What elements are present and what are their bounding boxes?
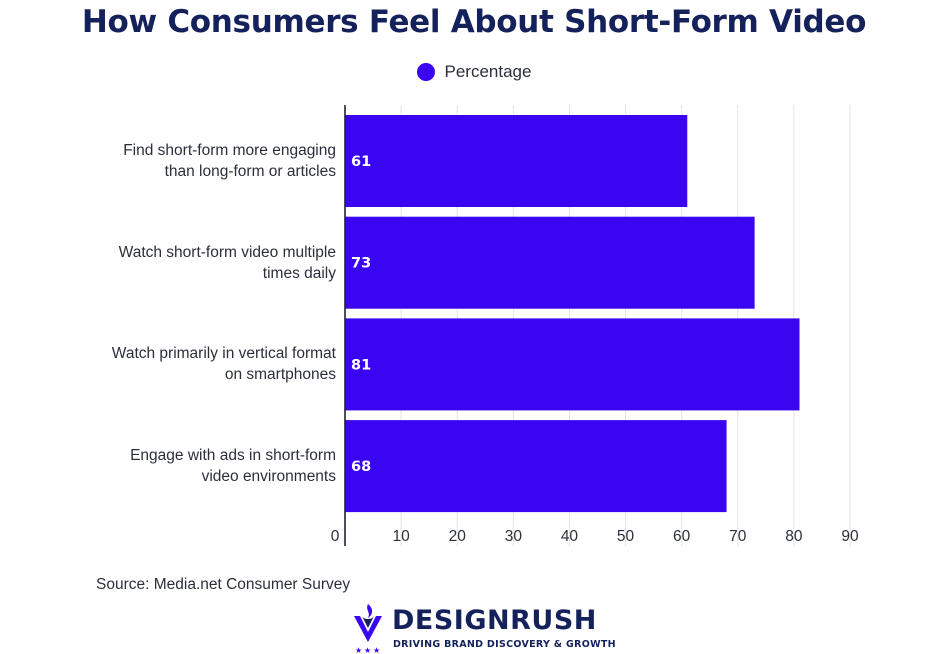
- x-tick-label: 80: [785, 528, 803, 545]
- chart-title: How Consumers Feel About Short-Form Vide…: [81, 4, 867, 40]
- bar: [345, 115, 688, 207]
- x-tick-label: 50: [616, 528, 635, 545]
- bar-value-label: 81: [351, 357, 371, 373]
- category-label: Watch short-form video multiple times dai…: [40, 242, 336, 284]
- category-label-line: on smartphones: [224, 366, 336, 384]
- svg-text:★: ★: [364, 646, 371, 654]
- bar: [345, 216, 755, 309]
- legend-swatch: [416, 63, 435, 81]
- bar-value-label: 61: [351, 154, 371, 170]
- category-label: Watch primarily in vertical format on sma…: [40, 343, 336, 385]
- source-note: Source: Media.net Consumer Survey: [96, 576, 351, 593]
- category-label: Engage with ads in short-form video envir…: [40, 445, 336, 487]
- x-tick-label: 10: [392, 528, 410, 545]
- brand-name: DESIGNRUSH: [392, 605, 597, 636]
- category-label: Find short-form more engaging than long-f…: [40, 140, 336, 182]
- category-label-line: video environments: [201, 468, 336, 486]
- category-label-line: Find short-form more engaging: [123, 142, 336, 159]
- bar-value-label: 68: [351, 459, 371, 475]
- svg-text:★: ★: [373, 646, 380, 654]
- x-tick-label: 20: [448, 528, 466, 545]
- category-label-line: times daily: [262, 264, 336, 282]
- category-label-line: Watch primarily in vertical format: [111, 345, 336, 363]
- bar-value-label: 73: [351, 256, 371, 272]
- brand-tagline: DRIVING BRAND DISCOVERY & GROWTH: [393, 639, 616, 650]
- x-tick-label: 90: [841, 528, 859, 545]
- brand-logo: ★ ★ ★ DESIGNRUSH DRIVING BRAND DISCOVERY…: [352, 602, 616, 654]
- x-tick-label: 0: [330, 528, 340, 545]
- bar: [345, 318, 800, 411]
- category-label-line: than long-form or articles: [164, 163, 336, 180]
- designrush-logo-icon: ★ ★ ★: [354, 604, 382, 654]
- x-tick-label: 70: [729, 528, 747, 545]
- svg-text:★: ★: [355, 646, 362, 654]
- category-label-line: Engage with ads in short-form: [130, 447, 336, 465]
- x-tick-label: 60: [673, 528, 691, 545]
- x-tick-label: 40: [560, 528, 579, 545]
- legend-label: Percentage: [444, 62, 532, 81]
- x-tick-label: 30: [504, 528, 522, 545]
- chart-legend: Percentage: [0, 62, 948, 82]
- bar: [345, 420, 727, 513]
- category-label-line: Watch short-form video multiple: [118, 243, 336, 261]
